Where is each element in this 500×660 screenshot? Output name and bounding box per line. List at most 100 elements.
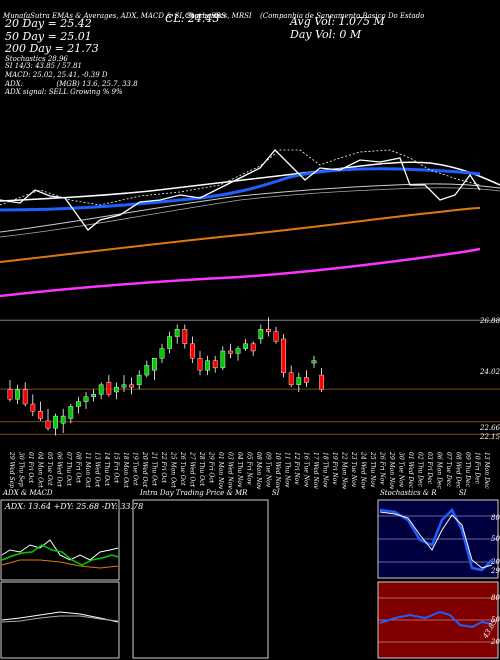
rsi-level-80: 80 [491, 594, 500, 602]
candle-up [296, 377, 302, 385]
macd-line [1, 611, 119, 623]
stoch-label: Stochastics 28.96 [5, 55, 68, 63]
date-tick-label: 07 Tue Dec [445, 452, 452, 487]
date-tick-label: 08 Fri Oct [75, 452, 82, 484]
date-tick-label: 19 Tue Oct [132, 452, 139, 486]
date-tick-label: 05 Fri Nov [246, 452, 253, 485]
header-line1: MunafaSutra EMAs & Averages, ADX, MACD &… [3, 12, 252, 20]
ema-white-upper [0, 161, 500, 202]
candle-up [15, 389, 20, 400]
stoch-d-line [379, 511, 493, 569]
intraday-panel [132, 499, 269, 659]
candle-up [121, 384, 127, 388]
adx-line-green [1, 544, 119, 566]
date-tick-label: 18 Thu Nov [322, 452, 329, 488]
date-tick-label: 30 Thu Sep [18, 452, 25, 487]
stoch-level-50: 50 [491, 535, 500, 543]
candle-down [189, 343, 195, 359]
date-tick-label: 06 Wed Oct [56, 452, 63, 488]
candle-up [75, 401, 81, 407]
candle-down [22, 389, 28, 405]
date-tick-label: 29 Mon Nov [388, 451, 395, 490]
candle-up [144, 365, 150, 376]
adx-readout: ADX: 13.64 +DY: 25.68 -DY: 33.78 [5, 502, 144, 511]
candle-down [197, 358, 203, 371]
date-tick-label: 25 Mon Oct [170, 451, 177, 488]
ema50-label: 50 Day = 25.01 [5, 30, 92, 43]
candle-down [182, 329, 188, 344]
date-tick-label: 01 Wed Dec [407, 452, 414, 489]
ema20-line [0, 167, 481, 212]
date-tick-label: 04 Mon Oct [37, 452, 44, 488]
candle-down [7, 389, 13, 400]
adx-line-orange [1, 559, 119, 569]
date-tick-label: 29 Wed Sep [8, 451, 15, 488]
date-tick-label: 29 Fri Oct [208, 451, 215, 484]
date-tick-label: 08 Mon Nov [255, 452, 262, 490]
ema-white-lower2 [0, 187, 500, 238]
macd-panel [0, 581, 120, 659]
candle-down [106, 382, 112, 395]
date-tick-label: 07 Thu Oct [65, 452, 72, 486]
ema200-label: 200 Day = 21.73 [5, 42, 99, 55]
candle-up [60, 415, 66, 424]
date-tick-label: 03 Wed Nov [227, 452, 234, 489]
date-tick-label: 04 Thu Nov [236, 452, 243, 488]
candle-up [167, 336, 172, 349]
level-label-1: 26.88 [480, 317, 500, 325]
candle-down [250, 343, 256, 352]
date-tick-label: 10 Fri Dec [474, 452, 481, 485]
adx-values: ADX: (MGB) 13.6, 25.7, 33.8 [5, 80, 138, 88]
candle-up [159, 348, 165, 359]
date-tick-label: 01 Mon Nov [217, 452, 224, 490]
date-tick-label: 12 Fri Nov [293, 452, 300, 485]
candle-down [38, 411, 43, 419]
chart-label: Charts SBS [185, 12, 226, 20]
date-tick-label: 20 Wed Oct [141, 451, 148, 488]
date-tick-label: 16 Tue Nov [303, 452, 310, 488]
candle-up [174, 329, 180, 337]
date-tick-label: 06 Mon Dec [436, 452, 443, 489]
date-tick-label: 30 Tue Nov [398, 452, 405, 488]
date-tick-label: 09 Thu Dec [464, 452, 471, 488]
date-tick-label: 08 Wed Dec [455, 452, 462, 489]
date-tick-label: 26 Fri Nov [379, 451, 386, 485]
candle-down [227, 350, 233, 354]
candle-up [151, 358, 157, 371]
date-tick-label: 19 Fri Nov [331, 452, 338, 485]
date-tick-label: 11 Mon Oct [84, 452, 91, 488]
rsi-level-50: 50 [491, 616, 500, 624]
rsi-level-20: 20 [491, 638, 500, 646]
ema-white-lower [0, 183, 500, 233]
candle-down [45, 420, 51, 429]
avg-vol: Avg Vol: 1.075 M [290, 15, 385, 28]
candle-down [273, 331, 279, 342]
date-tick-label: 14 Thu Oct [103, 452, 110, 486]
date-tick-label: 01 Fri Oct [27, 452, 34, 484]
intraday-panel-title: Intra Day Trading Price & MR SI [140, 489, 280, 497]
candle-down [288, 372, 294, 385]
candle-up [235, 348, 241, 354]
candle-down [281, 338, 286, 373]
level-label-4: 22.15 [480, 433, 500, 441]
date-tick-label: 10 Wed Nov [274, 452, 281, 489]
candle-up [98, 384, 104, 395]
ema20-label: 20 Day = 25.42 [5, 17, 92, 30]
date-tick-label: 23 Tue Nov [350, 451, 357, 488]
candle-up [91, 394, 97, 397]
date-tick-label: 11 Thu Nov [284, 452, 291, 488]
adx-panel-title: ADX & MACD [3, 489, 53, 497]
candle-down [30, 403, 36, 412]
rsi-line [379, 610, 493, 629]
date-tick-label: 24 Wed Nov [360, 451, 367, 489]
candle-down [212, 360, 218, 369]
macd-values: MACD: 25.02, 25.41, -0.39 D [5, 71, 108, 79]
ema200-line [0, 207, 481, 263]
adx-line-white [1, 539, 119, 561]
candle-up [136, 374, 142, 385]
date-tick-label: 18 Mon Oct [122, 452, 129, 488]
candle-up [220, 350, 226, 369]
candle-up [83, 396, 89, 402]
date-tick-label: 28 Thu Oct [198, 451, 205, 486]
